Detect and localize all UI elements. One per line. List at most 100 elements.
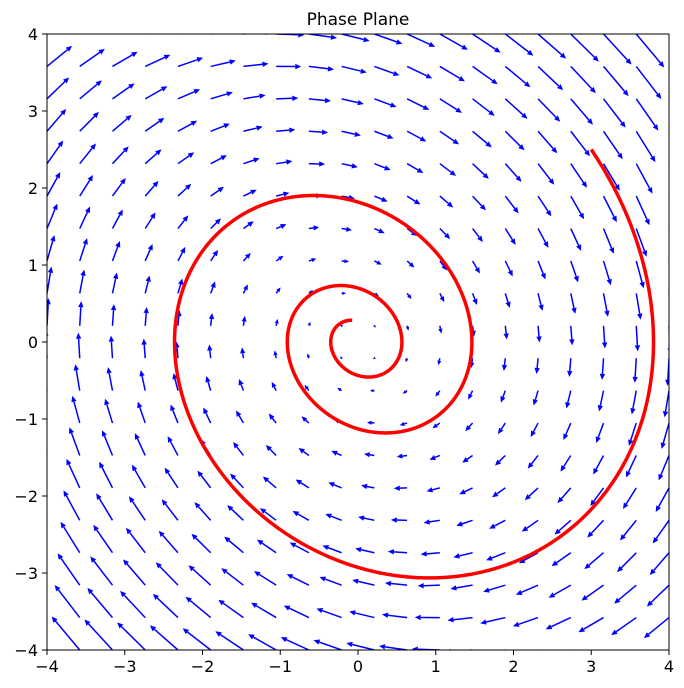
field-arrow xyxy=(504,293,511,308)
field-arrow xyxy=(337,387,343,392)
field-arrow xyxy=(399,421,408,426)
field-arrow xyxy=(262,476,277,489)
field-arrow xyxy=(472,130,492,148)
field-arrow xyxy=(652,519,669,544)
field-arrow xyxy=(570,293,577,314)
x-tick-label: 2 xyxy=(508,657,518,676)
field-arrow xyxy=(439,34,468,50)
field-arrow xyxy=(521,519,539,532)
field-arrow xyxy=(47,140,64,165)
field-arrow xyxy=(276,159,293,165)
field-arrow xyxy=(248,634,277,650)
field-arrow xyxy=(439,293,445,303)
field-arrow xyxy=(308,34,337,40)
field-arrow xyxy=(439,227,451,240)
field-arrow xyxy=(504,163,522,182)
field-arrow xyxy=(668,131,669,133)
field-arrow xyxy=(117,622,146,650)
field-arrow xyxy=(602,130,623,160)
field-arrow xyxy=(492,487,506,498)
field-arrow xyxy=(280,637,310,650)
field-arrow xyxy=(635,195,650,226)
field-arrow xyxy=(472,65,498,85)
field-arrow xyxy=(599,358,606,380)
y-tick-label: −2 xyxy=(14,487,38,506)
field-arrow xyxy=(504,98,528,119)
field-arrow xyxy=(99,461,114,489)
field-arrow xyxy=(611,616,637,636)
field-arrow xyxy=(450,584,473,591)
field-arrow xyxy=(366,420,375,425)
field-arrow xyxy=(210,123,230,132)
field-arrow xyxy=(569,325,575,346)
field-arrow xyxy=(439,98,462,113)
field-arrow xyxy=(203,407,212,424)
field-arrow xyxy=(423,519,440,525)
field-arrow xyxy=(185,596,212,619)
field-arrow xyxy=(96,493,114,521)
field-arrow xyxy=(565,390,572,409)
field-arrow xyxy=(635,293,643,320)
field-arrow xyxy=(587,519,605,538)
field-arrow xyxy=(47,77,70,100)
field-arrow xyxy=(530,422,539,438)
field-arrow xyxy=(158,530,179,554)
field-arrow xyxy=(668,196,669,199)
field-arrow xyxy=(614,584,637,604)
field-arrow xyxy=(112,51,138,68)
field-arrow xyxy=(390,517,408,523)
field-arrow xyxy=(537,195,552,217)
field-arrow xyxy=(210,155,227,165)
field-arrow xyxy=(145,34,148,35)
field-arrow xyxy=(75,332,82,359)
field-arrow xyxy=(141,338,147,359)
chart-title: Phase Plane xyxy=(307,10,410,30)
field-arrow xyxy=(112,83,135,100)
field-arrow xyxy=(504,34,534,56)
field-arrow xyxy=(111,272,119,294)
field-arrow xyxy=(494,454,506,466)
y-tick-label: 2 xyxy=(28,179,38,198)
field-arrow xyxy=(439,163,457,176)
field-arrow xyxy=(655,487,669,512)
field-arrow xyxy=(210,34,216,35)
field-arrow xyxy=(341,65,367,74)
field-arrow xyxy=(139,370,146,391)
field-arrow xyxy=(120,590,146,619)
field-arrow xyxy=(668,293,669,299)
y-tick-label: 3 xyxy=(28,102,38,121)
field-arrow xyxy=(374,195,388,202)
field-arrow xyxy=(243,157,260,165)
field-arrow xyxy=(471,293,478,306)
field-arrow xyxy=(341,162,358,169)
field-arrow xyxy=(79,80,102,100)
field-arrow xyxy=(128,496,146,521)
field-arrow xyxy=(602,293,610,317)
field-arrow xyxy=(177,183,192,197)
field-arrow xyxy=(243,61,269,68)
field-arrow xyxy=(500,649,506,650)
field-arrow xyxy=(218,599,244,619)
field-arrow xyxy=(355,547,375,554)
field-arrow xyxy=(111,114,132,132)
field-arrow xyxy=(537,260,546,280)
x-tick-label: −2 xyxy=(191,657,215,676)
field-arrow xyxy=(447,616,473,623)
field-arrow xyxy=(84,619,114,650)
field-arrow xyxy=(289,542,310,554)
field-arrow xyxy=(537,293,544,311)
field-arrow xyxy=(276,63,302,70)
field-arrow xyxy=(308,97,332,104)
field-arrow xyxy=(137,401,146,424)
field-arrow xyxy=(123,559,146,586)
field-arrow xyxy=(325,513,342,522)
field-arrow xyxy=(417,582,440,589)
vector-field xyxy=(47,34,669,650)
field-arrow xyxy=(57,553,81,586)
field-arrow xyxy=(570,163,588,188)
field-arrow xyxy=(233,442,245,456)
field-arrow xyxy=(283,605,310,619)
field-arrow xyxy=(387,549,408,555)
field-arrow xyxy=(504,130,525,151)
field-arrow xyxy=(602,65,629,97)
